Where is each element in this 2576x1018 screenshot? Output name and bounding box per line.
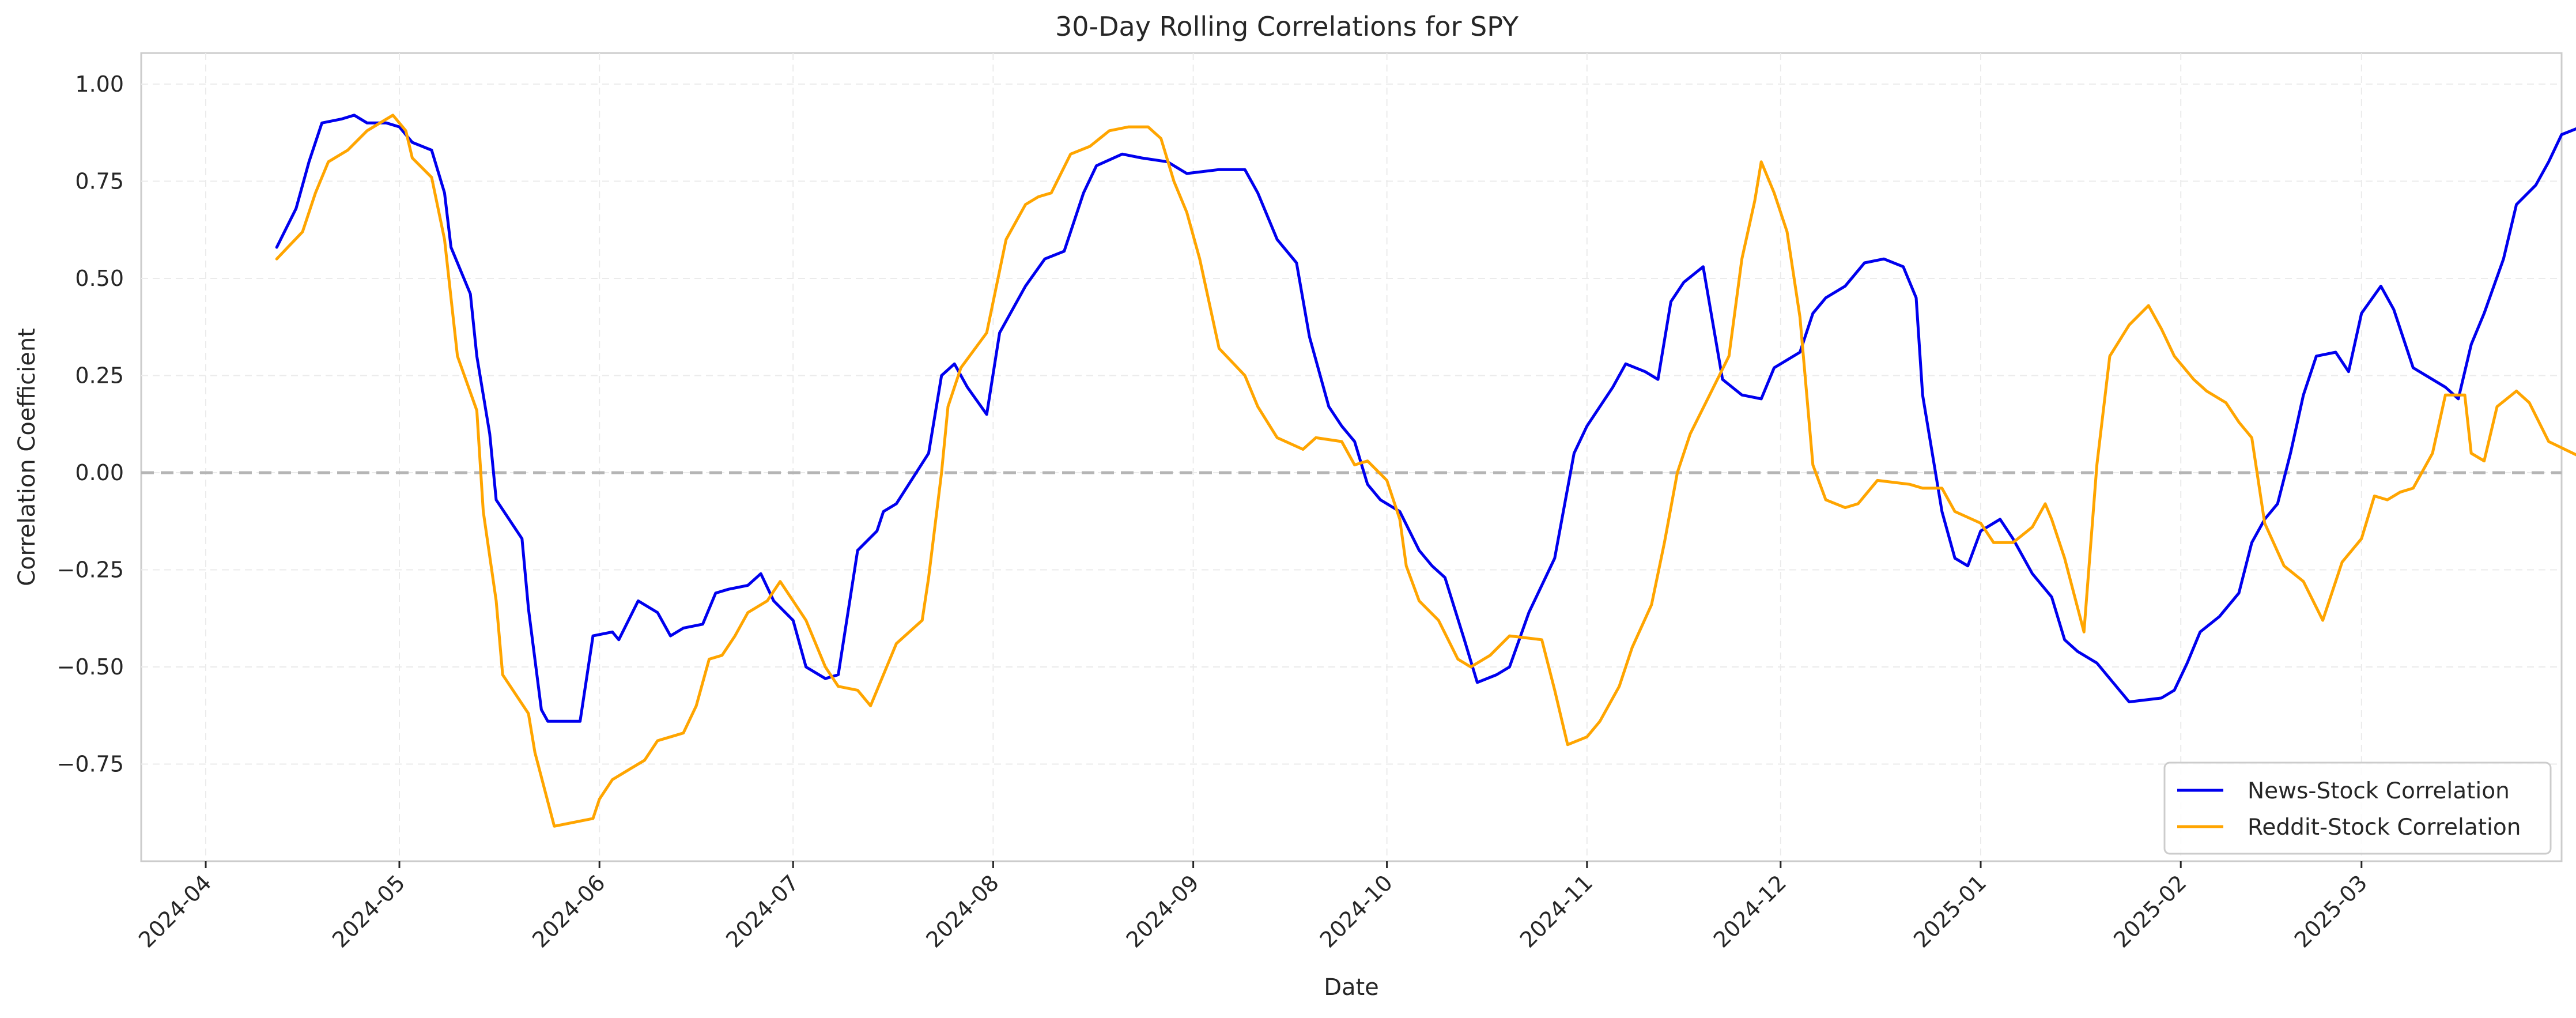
x-tick-label: 2024-08 xyxy=(921,870,1003,952)
x-tick-label: 2024-12 xyxy=(1709,870,1791,952)
legend-label-news: News-Stock Correlation xyxy=(2248,778,2510,804)
x-tick-label: 2025-01 xyxy=(1909,870,1991,952)
x-axis-ticks: 2024-04 2024-05 2024-06 2024-07 2024-08 2024-… xyxy=(134,861,2372,953)
x-tick-label: 2024-09 xyxy=(1121,870,1204,952)
x-tick-label: 2024-10 xyxy=(1315,870,1397,952)
y-tick-label: −0.25 xyxy=(57,557,124,582)
y-axis-label: Correlation Coefficient xyxy=(14,328,40,586)
x-tick-label: 2024-04 xyxy=(134,870,216,952)
reddit-stock-line xyxy=(275,114,2576,828)
legend-box xyxy=(2163,761,2552,855)
plot-frame xyxy=(140,52,2563,862)
x-tick-label: 2024-07 xyxy=(721,870,803,952)
series-layer xyxy=(275,114,2576,828)
x-tick-label: 2025-03 xyxy=(2290,870,2372,952)
legend-label-reddit: Reddit-Stock Correlation xyxy=(2248,815,2521,840)
x-tick-label: 2024-11 xyxy=(1515,870,1597,952)
chart-title: 30-Day Rolling Correlations for SPY xyxy=(1055,11,1519,42)
y-tick-label: 0.25 xyxy=(75,363,124,388)
y-tick-label: −0.75 xyxy=(57,751,124,776)
y-tick-label: −0.50 xyxy=(57,654,124,680)
y-axis-ticks: 1.00 0.75 0.50 0.25 0.00 −0.25 −0.50 −0.75 xyxy=(57,71,124,777)
y-tick-label: 1.00 xyxy=(75,71,124,97)
y-tick-label: 0.00 xyxy=(75,460,124,485)
x-axis-label: Date xyxy=(1324,974,1379,1001)
legend: News-Stock Correlation Reddit-Stock Corr… xyxy=(2163,761,2552,855)
y-tick-label: 0.50 xyxy=(75,266,124,291)
x-tick-label: 2024-06 xyxy=(527,870,610,952)
y-tick-label: 0.75 xyxy=(75,168,124,194)
x-tick-label: 2024-05 xyxy=(327,870,410,952)
x-tick-label: 2025-02 xyxy=(2109,870,2191,952)
news-stock-line xyxy=(275,114,2576,723)
